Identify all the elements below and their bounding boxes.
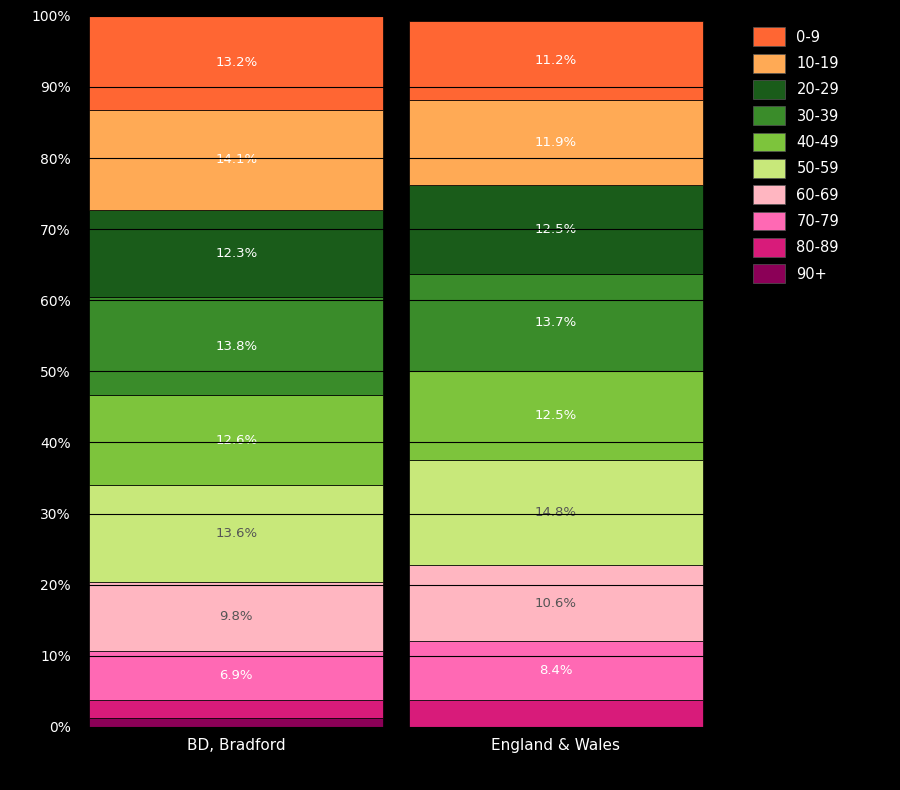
- Bar: [89, 16, 383, 110]
- Bar: [409, 274, 703, 371]
- Bar: [409, 371, 703, 460]
- Text: 14.8%: 14.8%: [535, 506, 577, 519]
- Bar: [409, 701, 703, 727]
- Text: 12.3%: 12.3%: [215, 247, 257, 260]
- Bar: [89, 396, 383, 485]
- Text: 13.6%: 13.6%: [215, 527, 257, 540]
- Text: 12.5%: 12.5%: [535, 223, 577, 236]
- Bar: [89, 485, 383, 581]
- Bar: [409, 21, 703, 100]
- Bar: [89, 110, 383, 210]
- Bar: [409, 100, 703, 185]
- Bar: [89, 652, 383, 701]
- Bar: [89, 297, 383, 396]
- Text: 11.2%: 11.2%: [535, 54, 577, 67]
- Text: 13.8%: 13.8%: [215, 340, 257, 353]
- Legend: 0-9, 10-19, 20-29, 30-39, 40-49, 50-59, 60-69, 70-79, 80-89, 90+: 0-9, 10-19, 20-29, 30-39, 40-49, 50-59, …: [749, 23, 843, 288]
- Bar: [89, 210, 383, 297]
- Text: 11.9%: 11.9%: [535, 136, 577, 149]
- Text: 12.6%: 12.6%: [215, 434, 257, 447]
- Bar: [89, 581, 383, 652]
- Bar: [409, 566, 703, 641]
- Bar: [409, 185, 703, 274]
- Text: 10.6%: 10.6%: [535, 596, 577, 610]
- Text: 13.7%: 13.7%: [535, 316, 577, 329]
- Text: 9.8%: 9.8%: [220, 610, 253, 623]
- Bar: [89, 701, 383, 717]
- Text: 8.4%: 8.4%: [539, 664, 572, 677]
- Text: 14.1%: 14.1%: [215, 153, 257, 166]
- Bar: [89, 717, 383, 727]
- Text: 13.2%: 13.2%: [215, 56, 257, 70]
- Text: 6.9%: 6.9%: [220, 669, 253, 683]
- Bar: [409, 460, 703, 566]
- Text: 12.5%: 12.5%: [535, 409, 577, 422]
- Bar: [409, 641, 703, 701]
